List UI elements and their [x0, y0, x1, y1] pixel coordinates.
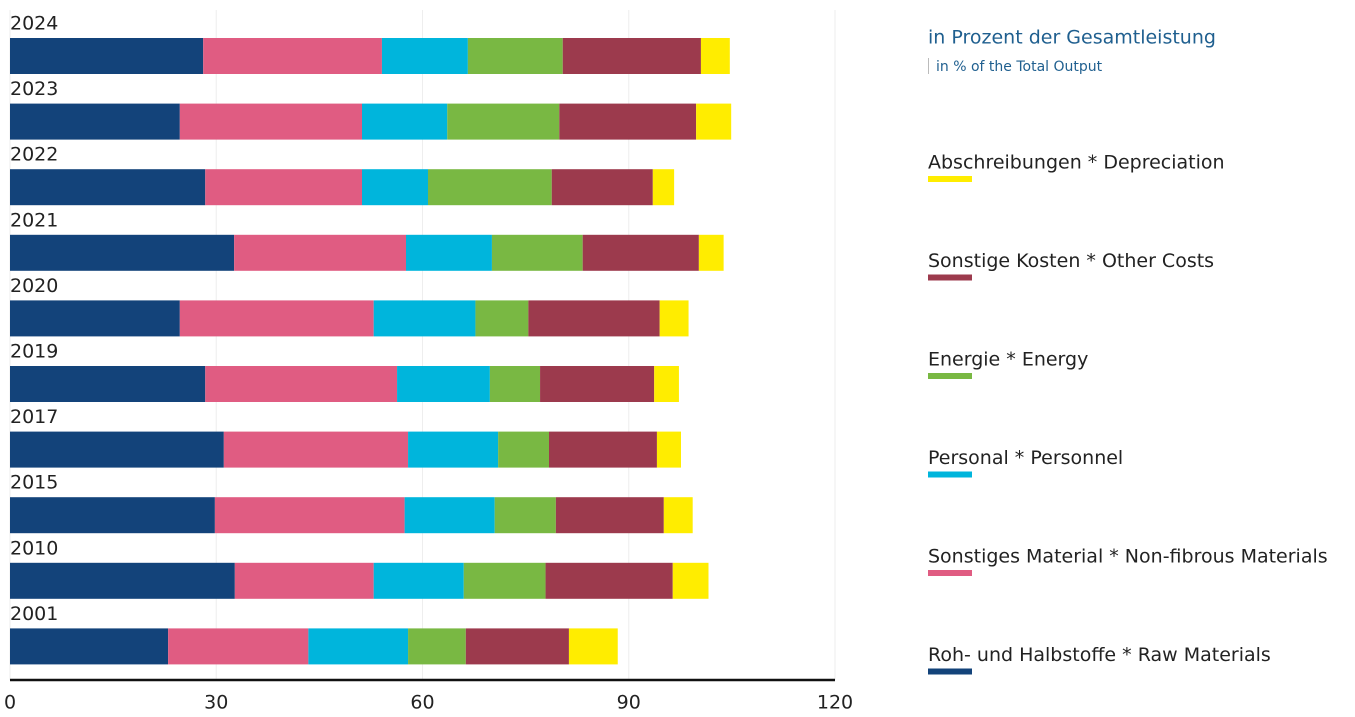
legend-label: Personal * Personnel: [928, 447, 1123, 469]
bar-segment: [168, 628, 309, 665]
y-tick-label: 2015: [10, 472, 58, 494]
legend-label: Roh- und Halbstoffe * Raw Materials: [928, 644, 1271, 666]
x-tick-label: 60: [410, 692, 434, 714]
bar-segment: [362, 169, 428, 206]
bar-segment: [179, 103, 362, 140]
legend-label: Sonstiges Material * Non-fibrous Materia…: [928, 546, 1328, 568]
bar-segment: [494, 497, 556, 534]
y-tick-label: 2024: [10, 13, 58, 35]
bar-segment: [659, 300, 689, 337]
bar-segment: [10, 431, 224, 468]
bar-segment: [408, 431, 499, 468]
legend-swatch: [928, 274, 972, 281]
bar-segment: [373, 562, 464, 599]
x-tick-label: 30: [204, 692, 228, 714]
bar-segment: [545, 562, 673, 599]
bar-segment: [559, 103, 697, 140]
legend-swatch: [928, 373, 972, 379]
bar-segment: [404, 497, 495, 534]
bar-segment: [408, 628, 466, 665]
bar-segment: [551, 169, 653, 206]
legend-swatch: [928, 471, 972, 478]
y-tick-label: 2023: [10, 78, 58, 100]
y-tick-label: 2022: [10, 144, 58, 166]
bar-segment: [491, 234, 583, 271]
legend-swatch: [928, 570, 972, 576]
bar-segment: [696, 103, 732, 140]
bar-segment: [498, 431, 549, 468]
subtitle-bar: [928, 58, 929, 74]
bar-segment: [205, 169, 362, 206]
legend-label: Abschreibungen * Depreciation: [928, 152, 1225, 174]
bar-segment: [555, 497, 664, 534]
bar-segment: [582, 234, 699, 271]
bar-segment: [489, 366, 541, 402]
chart-title: in Prozent der Gesamtleistung: [928, 27, 1216, 49]
bar-segment: [10, 300, 180, 337]
bar-segment: [698, 234, 724, 271]
bar-segment: [549, 431, 657, 468]
bar-segment: [656, 431, 681, 468]
x-tick-label: 90: [617, 692, 641, 714]
bar-segment: [10, 562, 235, 599]
x-tick-label: 0: [4, 692, 16, 714]
bar-segment: [463, 562, 546, 599]
y-tick-label: 2010: [10, 537, 58, 559]
bar-segment: [223, 431, 409, 468]
bar-segment: [562, 38, 701, 74]
bar-segment: [381, 38, 468, 74]
bar-segment: [203, 38, 382, 74]
bar-segment: [10, 169, 206, 206]
bar-segment: [663, 497, 693, 534]
bar-segment: [700, 38, 730, 74]
bar-segment: [373, 300, 476, 337]
bar-segment: [467, 38, 563, 74]
bar-segment: [10, 38, 204, 74]
legend-swatch: [928, 176, 972, 182]
bar-segment: [447, 103, 560, 140]
legend-swatch: [928, 668, 972, 675]
bar-segment: [214, 497, 405, 534]
y-tick-label: 2021: [10, 209, 58, 231]
bar-segment: [205, 366, 398, 402]
bar-segment: [10, 366, 206, 402]
bar-segment: [10, 103, 180, 140]
y-tick-label: 2001: [10, 603, 58, 625]
chart-subtitle: in % of the Total Output: [936, 59, 1103, 75]
bar-segment: [465, 628, 569, 665]
bar-segment: [308, 628, 409, 665]
bar-segment: [652, 169, 675, 206]
bar-segment: [528, 300, 660, 337]
bar-segment: [234, 234, 406, 271]
bar-segment: [179, 300, 374, 337]
bar-segment: [362, 103, 448, 140]
y-tick-label: 2017: [10, 406, 58, 428]
bar-segment: [10, 497, 215, 534]
y-tick-label: 2019: [10, 341, 58, 363]
bar-segment: [10, 234, 235, 271]
bar-segment: [406, 234, 492, 271]
bar-segment: [672, 562, 709, 599]
bar-segment: [475, 300, 529, 337]
x-tick-label: 120: [817, 692, 853, 714]
legend-label: Sonstige Kosten * Other Costs: [928, 250, 1214, 272]
bar-segment: [234, 562, 374, 599]
bar-segment: [568, 628, 618, 665]
bar-segment: [654, 366, 679, 402]
bar-segment: [428, 169, 552, 206]
y-tick-label: 2020: [10, 275, 58, 297]
bar-segment: [397, 366, 490, 402]
bar-segment: [540, 366, 655, 402]
bar-segment: [10, 628, 169, 665]
legend-label: Energie * Energy: [928, 349, 1088, 371]
